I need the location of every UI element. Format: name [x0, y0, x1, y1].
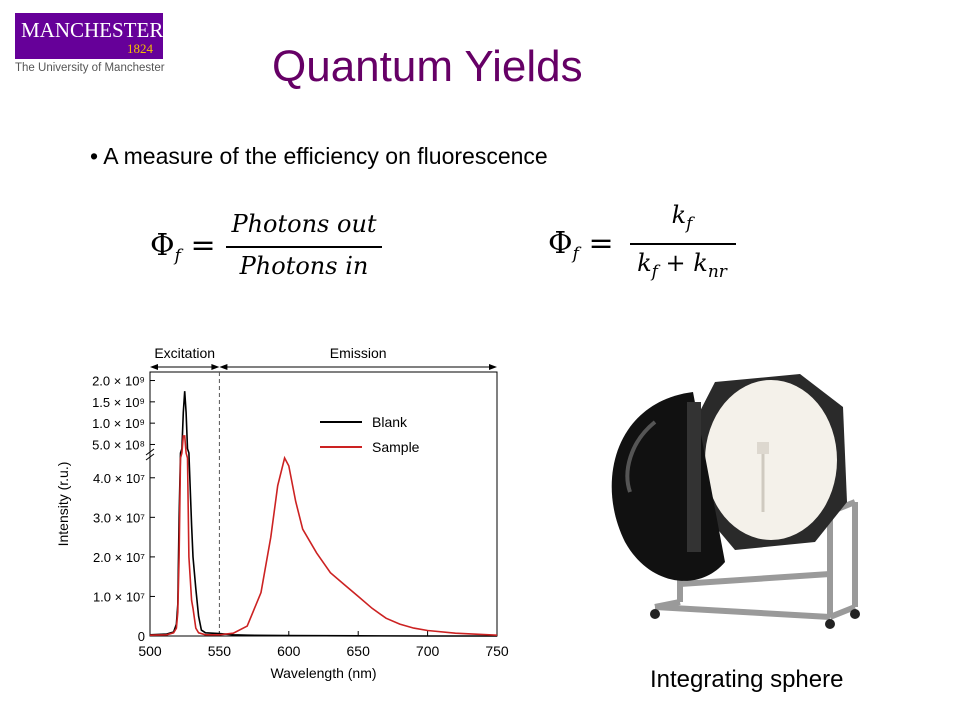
region-label: Excitation [154, 345, 215, 361]
k-subscript: f [651, 262, 658, 282]
logo-box: MANCHESTER 1824 [15, 13, 163, 59]
region-arrowhead [150, 364, 158, 370]
plot-frame [149, 371, 498, 637]
x-tick-label: 700 [416, 643, 440, 659]
legend-label-blank: Blank [372, 414, 408, 430]
bullet-point: • A measure of the efficiency on fluores… [90, 143, 548, 170]
y-tick-label: 0 [138, 629, 145, 644]
k-symbol: k [693, 249, 708, 277]
axis-break-mark [145, 453, 155, 461]
legend-label-sample: Sample [372, 439, 420, 455]
equation-1-denominator: Photons in [239, 252, 369, 280]
x-tick-label: 500 [138, 643, 162, 659]
logo-year: 1824 [127, 41, 153, 56]
hinge [687, 402, 701, 552]
y-tick-label: 5.0 × 10⁸ [92, 437, 145, 452]
series-line-blank [149, 391, 497, 637]
shell-highlight [625, 420, 657, 493]
equals-sign: = [588, 226, 614, 261]
x-tick-label: 550 [208, 643, 232, 659]
x-tick-label: 750 [485, 643, 509, 659]
y-tick-label: 3.0 × 10⁷ [93, 510, 145, 525]
equals-sign: = [190, 228, 216, 263]
slide-title: Quantum Yields [272, 42, 583, 91]
phi-subscript: f [174, 246, 181, 266]
k-subscript: nr [707, 262, 727, 282]
y-tick-label: 2.0 × 10⁹ [92, 374, 145, 389]
equation-2-denominator: kf + knr [626, 249, 738, 282]
sample-holder-top [757, 442, 769, 454]
phi-subscript: f [572, 244, 579, 264]
integrating-sphere-photo [611, 374, 860, 629]
y-tick-label: 1.5 × 10⁹ [92, 395, 145, 410]
k-symbol: k [637, 249, 652, 277]
k-subscript: f [686, 214, 693, 234]
region-arrowhead [211, 364, 220, 370]
region-arrowhead [489, 364, 497, 370]
k-symbol: k [671, 201, 687, 229]
equation-1-lhs: Φf = [150, 228, 216, 266]
equation-2-lhs: Φf = [548, 226, 614, 264]
y-tick-label: 1.0 × 10⁷ [93, 589, 145, 604]
phi-symbol: Φ [548, 226, 573, 261]
equation-2-fraction-bar [630, 243, 736, 245]
y-tick-label: 4.0 × 10⁷ [93, 471, 145, 486]
equation-2-numerator: kf [626, 201, 738, 234]
y-tick-label: 1.0 × 10⁹ [92, 416, 145, 431]
region-arrowhead [219, 364, 228, 370]
equation-1-numerator: Photons out [231, 210, 377, 238]
region-label: Emission [330, 345, 387, 361]
fluorescence-spectrum-chart: 500 550 600 650 700 750 0 1.0 × 10⁷ 2.0 × 10⁷ 3.0… [55, 345, 509, 681]
hemisphere-interior [705, 380, 837, 540]
equation-1-fraction-bar [226, 246, 382, 248]
series-line-sample [149, 435, 498, 636]
axis-break-mark [145, 448, 155, 456]
x-axis-label: Wavelength (nm) [270, 665, 376, 681]
stand-wheels [650, 609, 860, 629]
logo-name: MANCHESTER [21, 18, 164, 42]
university-logo: MANCHESTER 1824 The University of Manche… [15, 13, 165, 77]
logo-subtitle: The University of Manchester [15, 62, 165, 74]
photo-caption: Integrating sphere [650, 666, 844, 693]
plus-sign: + [665, 249, 686, 277]
x-tick-label: 600 [277, 643, 301, 659]
bullet-icon: • [90, 143, 104, 169]
phi-symbol: Φ [150, 228, 175, 263]
bullet-text: A measure of the efficiency on fluoresce… [103, 143, 548, 169]
y-axis-label: Intensity (r.u.) [55, 462, 71, 547]
x-tick-label: 650 [347, 643, 371, 659]
y-tick-label: 2.0 × 10⁷ [93, 550, 145, 565]
